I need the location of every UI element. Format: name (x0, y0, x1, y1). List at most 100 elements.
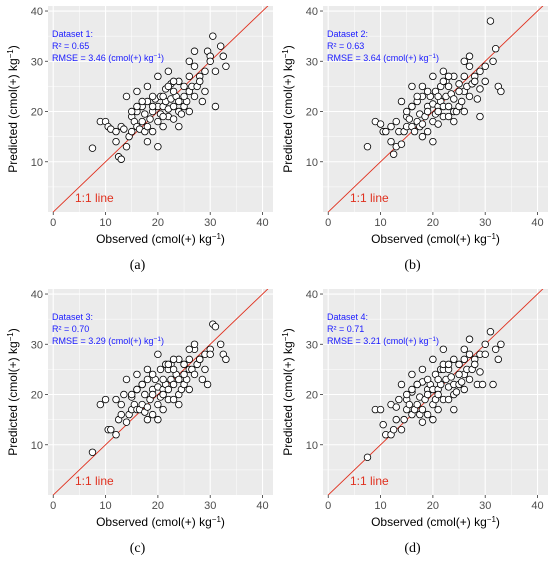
data-point (408, 370, 416, 379)
data-point (148, 102, 157, 111)
data-point (101, 395, 110, 404)
data-point (403, 107, 411, 116)
data-point (190, 47, 199, 55)
x-axis-sup: −1 (487, 232, 497, 241)
data-point (148, 410, 157, 419)
data-point (481, 340, 489, 348)
data-point (203, 380, 212, 389)
data-point (196, 77, 204, 86)
caption-c: (c) (129, 541, 146, 556)
data-point (164, 67, 173, 76)
panel-d: 0 10 20 30 40 10 20 30 40 Dataset 4: R² = 0.71 RMSE… (275, 283, 550, 566)
data-point (363, 453, 372, 462)
data-point (418, 132, 427, 141)
data-point (143, 375, 152, 384)
data-point (141, 110, 149, 118)
y-tick-label: 30 (306, 339, 318, 351)
x-tick-label: 0 (325, 217, 331, 229)
x-axis-sup: −1 (212, 232, 222, 241)
data-point (143, 415, 152, 424)
y-axis-close: ) (6, 328, 20, 332)
data-point (143, 82, 152, 91)
data-point (389, 425, 398, 434)
x-tick-label: 30 (479, 217, 491, 229)
rmse-close: ) (436, 336, 439, 346)
data-point (494, 355, 502, 364)
y-tick-label: 30 (306, 56, 318, 68)
x-axis-sup: −1 (487, 515, 497, 524)
panel-c: 0 10 20 30 40 10 20 30 40 Dataset 3: R² = 0.70 RMSE… (0, 283, 275, 566)
rmse-sup: −1 (154, 53, 162, 60)
x-axis-title: Observed (cmol(+) kg−1) (371, 232, 500, 247)
data-point (429, 137, 437, 146)
data-point (465, 375, 474, 384)
scatter-plot-d: 0 10 20 30 40 10 20 30 40 Dataset 4: R² = 0.71 RMSE… (281, 289, 548, 529)
one-to-one-label: 1:1 line (75, 191, 114, 205)
data-point (159, 122, 167, 131)
data-point (481, 77, 489, 86)
caption-b: (b) (404, 258, 421, 273)
data-point (489, 380, 497, 389)
data-point (185, 355, 193, 364)
y-axis-close: ) (6, 45, 20, 49)
data-point (206, 57, 214, 65)
y-tick-label: 10 (306, 440, 318, 452)
x-tick-label: 0 (325, 500, 331, 512)
data-point (486, 17, 495, 25)
data-point (120, 390, 128, 399)
data-point (392, 415, 400, 424)
data-point (460, 385, 468, 394)
data-point (196, 355, 204, 364)
data-point (117, 400, 125, 409)
data-point (112, 395, 120, 404)
data-point (447, 373, 455, 381)
data-point (154, 350, 162, 359)
data-point (180, 92, 188, 101)
data-point (465, 62, 474, 70)
data-point (143, 137, 152, 146)
x-tick-label: 40 (256, 500, 268, 512)
rmse-sup: −1 (429, 336, 437, 343)
data-point (120, 125, 128, 133)
data-point (159, 390, 167, 399)
data-point (185, 345, 193, 353)
data-point (112, 137, 120, 146)
data-point (418, 418, 427, 426)
rmse-close: ) (161, 53, 164, 63)
data-point (476, 67, 484, 76)
data-point (450, 405, 458, 414)
data-point (185, 72, 193, 81)
y-tick-label: 40 (31, 289, 43, 301)
data-point (423, 375, 432, 384)
data-point (423, 410, 432, 419)
y-tick-label: 10 (31, 157, 43, 169)
y-tick-label: 40 (306, 289, 318, 301)
data-point (460, 57, 468, 65)
data-point (107, 425, 115, 434)
data-point (159, 375, 167, 384)
x-tick-label: 40 (531, 217, 543, 229)
data-point (363, 142, 372, 151)
data-point (379, 420, 387, 429)
panel-b: 0 10 20 30 40 10 20 30 40 Dataset 2: R² = 0.63 RMSE… (275, 0, 550, 283)
data-point (122, 142, 131, 151)
r2-label: R² = 0.71 (327, 324, 364, 334)
data-point (180, 370, 188, 379)
dataset-label: Dataset 4: (327, 312, 368, 322)
scatter-plot-c: 0 10 20 30 40 10 20 30 40 Dataset 3: R² = 0.70 RMSE… (6, 289, 273, 529)
data-point (177, 110, 186, 118)
data-point (434, 390, 442, 399)
data-point (159, 112, 167, 121)
data-point (387, 122, 395, 131)
data-point (143, 122, 152, 131)
data-point (169, 355, 178, 364)
y-axis-title: Predicted (cmol(+) kg−1) (6, 328, 21, 456)
rmse-label: RMSE = 3.21 (cmol(+) kg−1) (327, 336, 439, 347)
y-axis-sup: −1 (6, 332, 15, 342)
data-point (450, 95, 458, 103)
data-point (465, 52, 474, 60)
data-point (400, 415, 408, 424)
data-point (117, 155, 125, 163)
data-point (460, 345, 468, 353)
data-point (397, 97, 406, 106)
